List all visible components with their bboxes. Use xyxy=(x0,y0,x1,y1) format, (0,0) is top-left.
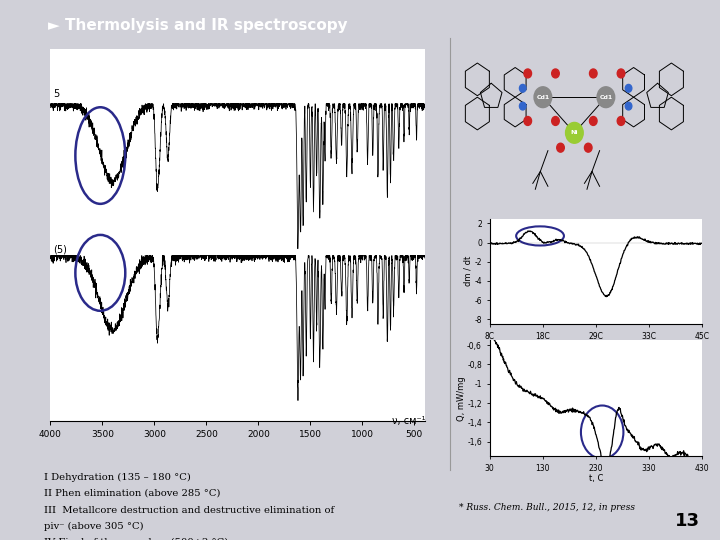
Text: III  Metallcore destruction and destructive elimination of: III Metallcore destruction and destructi… xyxy=(44,506,334,515)
Text: IV Final of the mass loss (500±2 °C).: IV Final of the mass loss (500±2 °C). xyxy=(44,538,231,540)
Circle shape xyxy=(566,123,583,143)
X-axis label: t, C: t, C xyxy=(589,342,603,351)
Circle shape xyxy=(590,117,597,125)
Circle shape xyxy=(519,102,526,110)
Text: ► Thermolysis and IR spectroscopy: ► Thermolysis and IR spectroscopy xyxy=(48,18,348,33)
Y-axis label: Q, mW/mg: Q, mW/mg xyxy=(456,376,466,421)
Circle shape xyxy=(585,143,592,152)
X-axis label: t, C: t, C xyxy=(589,474,603,483)
Circle shape xyxy=(617,69,625,78)
Text: 13: 13 xyxy=(675,512,700,530)
Circle shape xyxy=(625,102,632,110)
Text: * Russ. Chem. Bull., 2015, 12, in press: * Russ. Chem. Bull., 2015, 12, in press xyxy=(459,503,635,512)
Text: Cd1: Cd1 xyxy=(536,94,549,100)
Y-axis label: dm / dt: dm / dt xyxy=(464,256,473,287)
Circle shape xyxy=(534,87,552,107)
Circle shape xyxy=(617,117,625,125)
Circle shape xyxy=(552,117,559,125)
Text: Cd1: Cd1 xyxy=(599,94,613,100)
Text: (5): (5) xyxy=(53,244,68,254)
Circle shape xyxy=(524,69,531,78)
Circle shape xyxy=(625,84,632,92)
Text: II Phen elimination (above 285 °C): II Phen elimination (above 285 °C) xyxy=(44,489,220,498)
Circle shape xyxy=(557,143,564,152)
Circle shape xyxy=(597,87,615,107)
Text: piv⁻ (above 305 °C): piv⁻ (above 305 °C) xyxy=(44,522,144,531)
Circle shape xyxy=(524,117,531,125)
Circle shape xyxy=(590,69,597,78)
Circle shape xyxy=(552,69,559,78)
Text: ν, см⁻¹: ν, см⁻¹ xyxy=(392,416,426,426)
Text: 5: 5 xyxy=(53,89,60,99)
Circle shape xyxy=(519,84,526,92)
Text: I Dehydration (135 – 180 °C): I Dehydration (135 – 180 °C) xyxy=(44,473,191,482)
Text: Ni: Ni xyxy=(571,130,578,136)
